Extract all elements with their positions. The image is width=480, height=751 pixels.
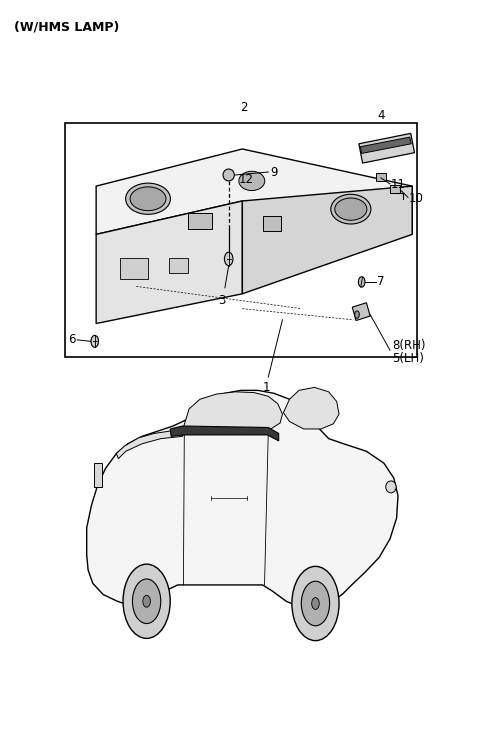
Polygon shape	[242, 186, 412, 294]
Polygon shape	[360, 137, 411, 153]
Polygon shape	[183, 392, 282, 435]
Polygon shape	[359, 134, 415, 163]
Circle shape	[292, 566, 339, 641]
Polygon shape	[96, 149, 412, 234]
Ellipse shape	[130, 187, 166, 210]
Circle shape	[132, 579, 161, 623]
Text: 11: 11	[391, 178, 406, 192]
Bar	[390, 185, 400, 193]
Text: 9: 9	[270, 165, 278, 179]
Text: 2: 2	[240, 101, 248, 114]
Bar	[94, 463, 102, 487]
Circle shape	[143, 596, 150, 608]
Text: 12: 12	[239, 173, 254, 186]
Polygon shape	[170, 426, 279, 441]
Ellipse shape	[239, 171, 265, 191]
Bar	[120, 258, 148, 279]
Circle shape	[301, 581, 330, 626]
Ellipse shape	[331, 195, 371, 224]
Circle shape	[312, 598, 319, 610]
Circle shape	[91, 336, 98, 347]
Polygon shape	[96, 201, 242, 324]
Text: 8(RH): 8(RH)	[392, 339, 425, 351]
Text: 7: 7	[377, 276, 384, 288]
Circle shape	[359, 276, 365, 287]
Bar	[188, 213, 212, 229]
Polygon shape	[117, 427, 182, 459]
Ellipse shape	[335, 198, 367, 220]
Ellipse shape	[386, 481, 396, 493]
Polygon shape	[87, 391, 398, 608]
Circle shape	[355, 311, 360, 318]
Text: 5(LH): 5(LH)	[392, 352, 424, 365]
Bar	[263, 216, 281, 231]
Text: 6: 6	[68, 333, 76, 346]
Polygon shape	[352, 303, 370, 321]
Circle shape	[225, 252, 233, 266]
Bar	[169, 258, 188, 273]
Text: 4: 4	[378, 108, 385, 122]
Text: 10: 10	[409, 192, 424, 204]
Text: 3: 3	[218, 294, 226, 307]
Ellipse shape	[126, 183, 170, 214]
Text: 1: 1	[263, 382, 270, 394]
Polygon shape	[283, 388, 339, 429]
Ellipse shape	[223, 169, 234, 181]
Circle shape	[123, 564, 170, 638]
Bar	[376, 173, 386, 181]
Bar	[65, 123, 417, 357]
Text: (W/HMS LAMP): (W/HMS LAMP)	[13, 20, 119, 34]
